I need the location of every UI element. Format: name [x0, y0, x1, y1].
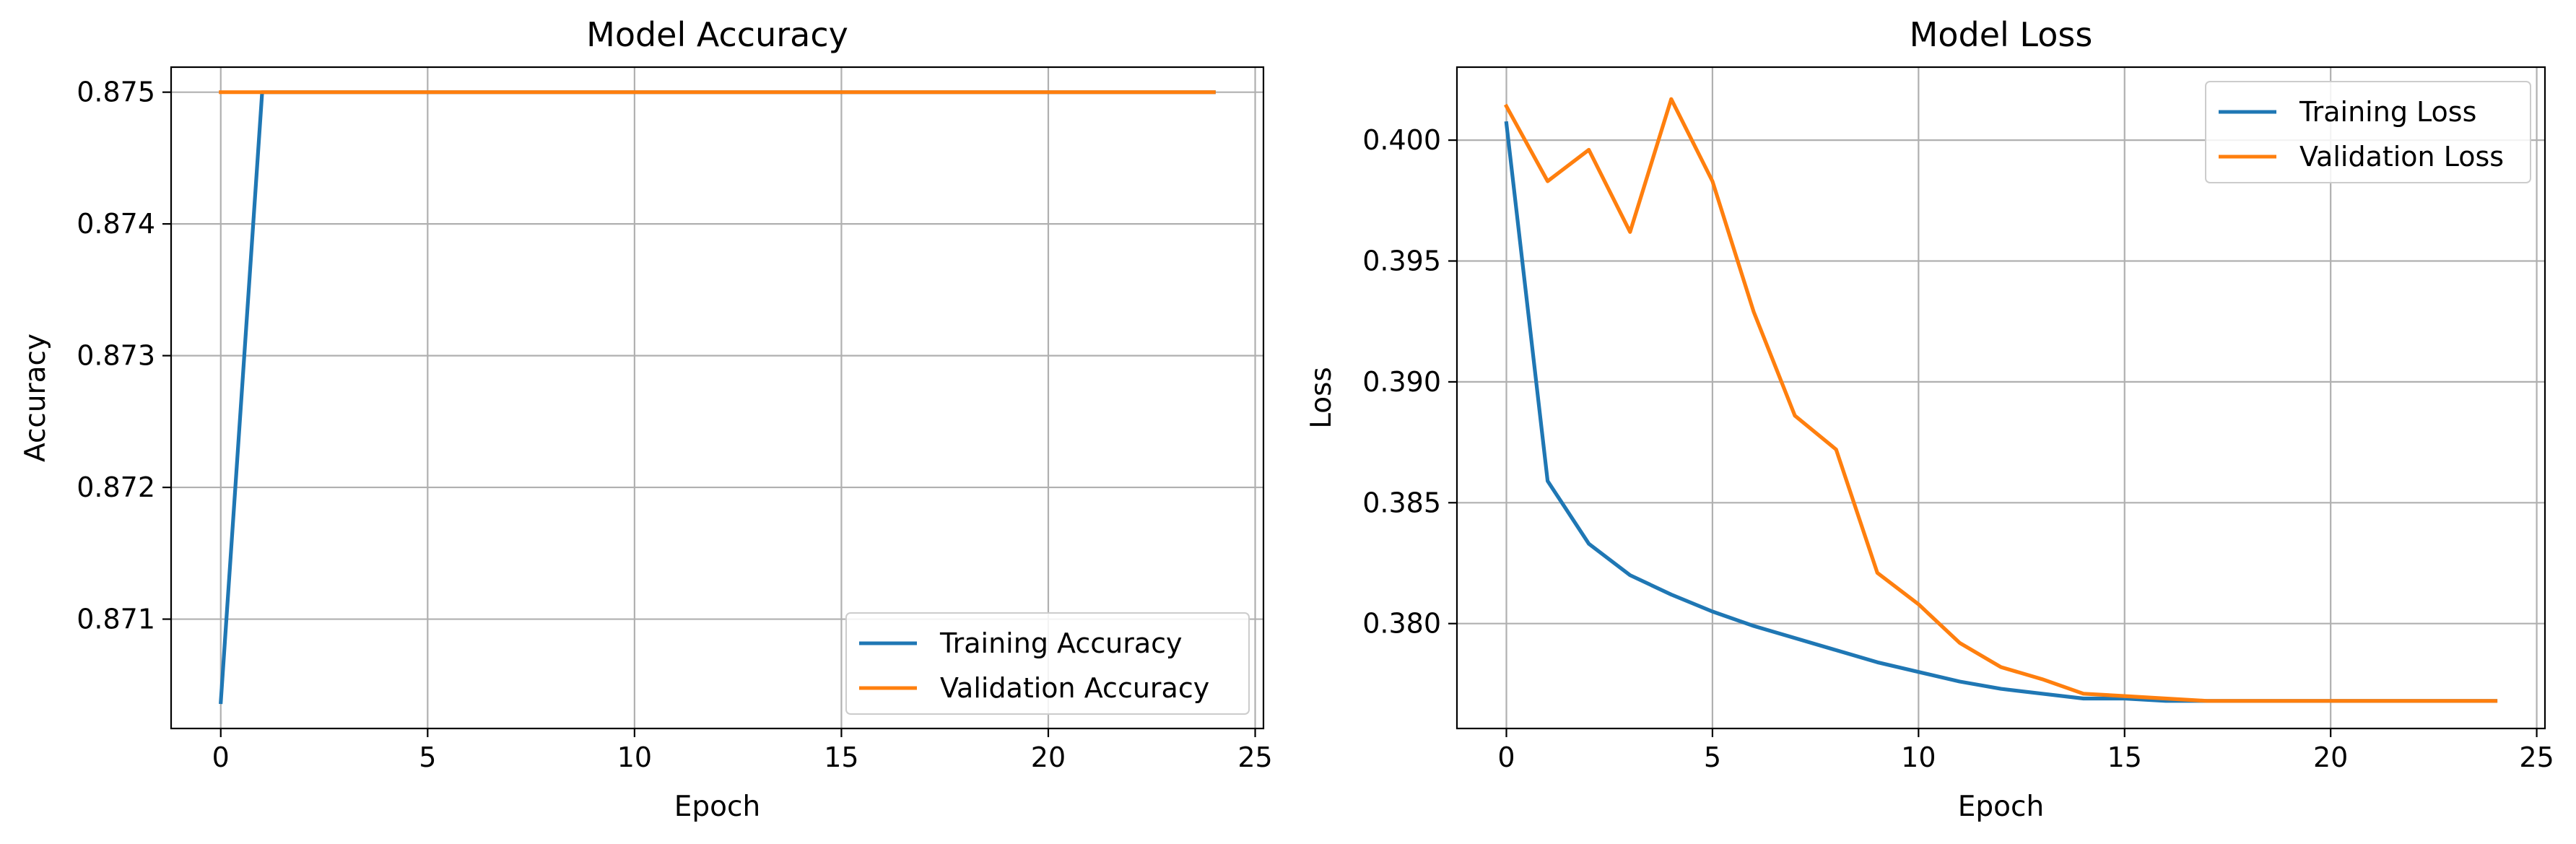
loss-y-axis-label: Loss [1305, 367, 1338, 429]
loss-y-tick-label: 0.385 [1362, 487, 1441, 518]
loss-plot-frame [1455, 66, 2546, 730]
loss-ticks: 0 5 10 15 20 25 0.380 0.385 0.390 0.395 0.400 [1362, 124, 2554, 773]
accuracy-x-tick-label: 10 [617, 741, 652, 773]
loss-x-tick-label: 5 [1704, 741, 1721, 773]
accuracy-x-tick-label: 15 [824, 741, 858, 773]
loss-x-tick-label: 0 [1497, 741, 1515, 773]
accuracy-y-tick-label: 0.872 [77, 471, 155, 503]
accuracy-chart-title: Model Accuracy [586, 15, 848, 54]
accuracy-y-axis-label: Accuracy [19, 334, 52, 462]
loss-y-tick-label: 0.395 [1362, 245, 1441, 277]
loss-series [1503, 97, 2498, 703]
accuracy-y-tick-label: 0.874 [77, 208, 155, 240]
accuracy-x-tick-label: 20 [1031, 741, 1066, 773]
loss-chart-title: Model Loss [1910, 15, 2093, 54]
accuracy-series [219, 90, 1216, 705]
loss-chart: 0 5 10 15 20 25 0.380 0.385 0.390 0.395 0.400 Mode… [1305, 15, 2554, 823]
legend-label-validation-accuracy: Validation Accuracy [940, 672, 1209, 704]
loss-x-tick-label: 20 [2313, 741, 2348, 773]
accuracy-x-tick-label: 0 [212, 741, 230, 773]
loss-x-axis-label: Epoch [1958, 791, 2044, 823]
accuracy-y-tick-label: 0.875 [77, 77, 155, 108]
accuracy-legend: Training Accuracy Validation Accuracy [845, 612, 1250, 715]
legend-label-validation-loss: Validation Loss [2299, 141, 2504, 173]
accuracy-plot-frame [170, 66, 1265, 730]
accuracy-chart: 0 5 10 15 20 25 0.871 0.872 0.873 0.874 0.875 Mode… [19, 15, 1273, 823]
loss-legend-box [2205, 81, 2531, 183]
legend-label-training-loss: Training Loss [2299, 96, 2476, 128]
accuracy-legend-box [845, 612, 1250, 715]
accuracy-x-tick-label: 5 [419, 741, 436, 773]
loss-y-tick-label: 0.400 [1362, 124, 1441, 156]
legend-label-training-accuracy: Training Accuracy [939, 627, 1183, 659]
accuracy-x-axis-label: Epoch [674, 791, 760, 823]
loss-grid [1457, 67, 2545, 728]
loss-x-tick-label: 10 [1901, 741, 1936, 773]
accuracy-y-tick-label: 0.873 [77, 340, 155, 372]
loss-x-tick-label: 25 [2519, 741, 2554, 773]
loss-y-tick-label: 0.390 [1362, 366, 1441, 398]
loss-y-tick-label: 0.380 [1362, 608, 1441, 640]
loss-series-line-1 [1503, 97, 2498, 703]
accuracy-y-tick-label: 0.871 [77, 604, 155, 635]
accuracy-x-tick-label: 25 [1237, 741, 1272, 773]
accuracy-ticks: 0 5 10 15 20 25 0.871 0.872 0.873 0.874 0.875 [77, 77, 1273, 773]
loss-legend: Training Loss Validation Loss [2205, 81, 2531, 183]
loss-x-tick-label: 15 [2107, 741, 2142, 773]
